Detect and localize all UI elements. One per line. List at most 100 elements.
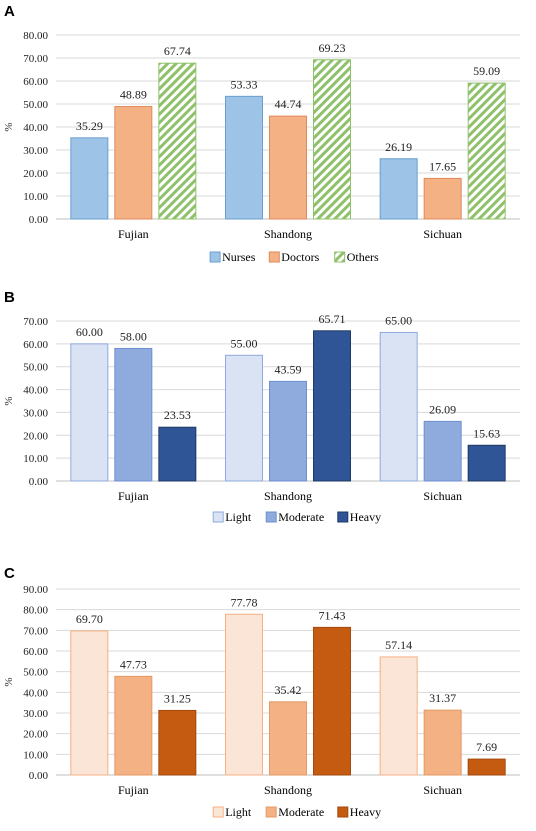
y-tick-label: 0.00 [29, 476, 49, 488]
y-tick-label: 50.00 [23, 99, 48, 111]
legend-label-moderate: Moderate [278, 805, 324, 819]
bar-light [225, 354, 263, 482]
y-tick-label: 30.00 [23, 145, 48, 157]
data-label: 43.59 [275, 362, 302, 376]
data-label: 15.63 [473, 426, 500, 440]
data-label: 71.43 [319, 608, 346, 622]
data-label: 47.73 [120, 657, 147, 671]
bar-doctors [114, 106, 153, 220]
chart-panel-b: B 0.00 10.00 20.00 30.00 40.00 50.00 60.00 70.00… [3, 289, 520, 524]
chart-panel-a: A 0.00 10.00 20.00 30.00 40.00 50.00 60.00 70.00… [3, 3, 520, 264]
legend-swatch-doctors [268, 251, 280, 263]
x-tick-label: Fujian [118, 227, 149, 241]
y-tick-label: 30.00 [23, 708, 48, 720]
y-tick-label: 40.00 [23, 122, 48, 134]
x-tick-label: Sichuan [423, 227, 462, 241]
legend-label-others: Others [347, 250, 379, 264]
chart-panel-c: C 0.00 10.00 20.00 30.00 40.00 50.00 60.00 70.00… [3, 565, 520, 819]
bar-others [467, 82, 506, 220]
y-tick-label: 0.00 [29, 214, 49, 226]
y-axis-label: % [3, 122, 15, 131]
y-tick-label: 60.00 [23, 76, 48, 88]
y-tick-label: 50.00 [23, 362, 48, 374]
data-label: 26.09 [429, 402, 456, 416]
panel-letter: B [4, 289, 15, 306]
bar-moderate [269, 380, 307, 482]
y-tick-label: 20.00 [23, 168, 48, 180]
legend-label-light: Light [225, 805, 252, 819]
y-tick-label: 50.00 [23, 667, 48, 679]
bar-heavy [158, 426, 197, 482]
legend-swatch-light [212, 806, 224, 818]
bar-moderate [423, 420, 462, 482]
bar-nurses [225, 95, 263, 220]
bar-heavy [158, 709, 197, 776]
bar-doctors [269, 115, 307, 220]
x-tick-label: Sichuan [423, 489, 462, 503]
bar-light [379, 331, 418, 482]
bar-doctors [423, 177, 462, 220]
legend-label-doctors: Doctors [281, 250, 319, 264]
bar-moderate [269, 701, 307, 776]
data-label: 55.00 [231, 336, 258, 350]
data-label: 23.53 [164, 408, 191, 422]
panel-letter: A [4, 3, 15, 20]
y-tick-label: 20.00 [23, 729, 48, 741]
legend-swatch-heavy [337, 806, 349, 818]
y-tick-label: 80.00 [23, 605, 48, 617]
y-tick-label: 0.00 [29, 770, 49, 782]
bar-nurses [70, 137, 109, 220]
y-tick-label: 40.00 [23, 687, 48, 699]
panel-letter: C [4, 565, 15, 582]
bar-light [70, 630, 109, 776]
legend-swatch-moderate [265, 511, 277, 523]
legend-swatch-light [212, 511, 224, 523]
bar-others [158, 62, 197, 220]
data-label: 53.33 [231, 77, 258, 91]
x-tick-label: Shandong [264, 783, 312, 797]
bar-moderate [114, 675, 153, 776]
bar-light [225, 613, 263, 776]
data-label: 35.29 [76, 119, 103, 133]
x-tick-label: Fujian [118, 489, 149, 503]
y-axis-label: % [3, 396, 15, 405]
data-label: 35.42 [275, 683, 302, 697]
x-tick-label: Sichuan [423, 783, 462, 797]
x-tick-label: Shandong [264, 227, 312, 241]
bar-moderate [423, 709, 462, 776]
data-label: 65.71 [319, 312, 346, 326]
y-tick-label: 10.00 [23, 749, 48, 761]
data-label: 7.69 [476, 740, 497, 754]
legend-label-heavy: Heavy [350, 805, 381, 819]
bar-others [313, 59, 351, 220]
bar-heavy [313, 330, 351, 482]
y-tick-label: 80.00 [23, 30, 48, 42]
bar-nurses [379, 158, 418, 220]
bar-heavy [313, 626, 351, 776]
legend-swatch-heavy [337, 511, 349, 523]
data-label: 69.70 [76, 612, 103, 626]
data-label: 17.65 [429, 159, 456, 173]
legend-swatch-moderate [265, 806, 277, 818]
y-axis-label: % [3, 677, 15, 686]
data-label: 58.00 [120, 329, 147, 343]
data-label: 31.37 [429, 691, 456, 705]
y-tick-label: 40.00 [23, 385, 48, 397]
legend-swatch-nurses [209, 251, 221, 263]
y-tick-label: 10.00 [23, 191, 48, 203]
x-tick-label: Fujian [118, 783, 149, 797]
legend-label-light: Light [225, 510, 252, 524]
legend-label-nurses: Nurses [222, 250, 256, 264]
data-label: 69.23 [319, 41, 346, 55]
data-label: 57.14 [385, 638, 412, 652]
data-label: 44.74 [275, 97, 302, 111]
legend-label-moderate: Moderate [278, 510, 324, 524]
data-label: 65.00 [385, 313, 412, 327]
legend-label-heavy: Heavy [350, 510, 381, 524]
x-tick-label: Shandong [264, 489, 312, 503]
data-label: 48.89 [120, 88, 147, 102]
y-tick-label: 20.00 [23, 430, 48, 442]
data-label: 60.00 [76, 325, 103, 339]
data-label: 67.74 [164, 44, 191, 58]
